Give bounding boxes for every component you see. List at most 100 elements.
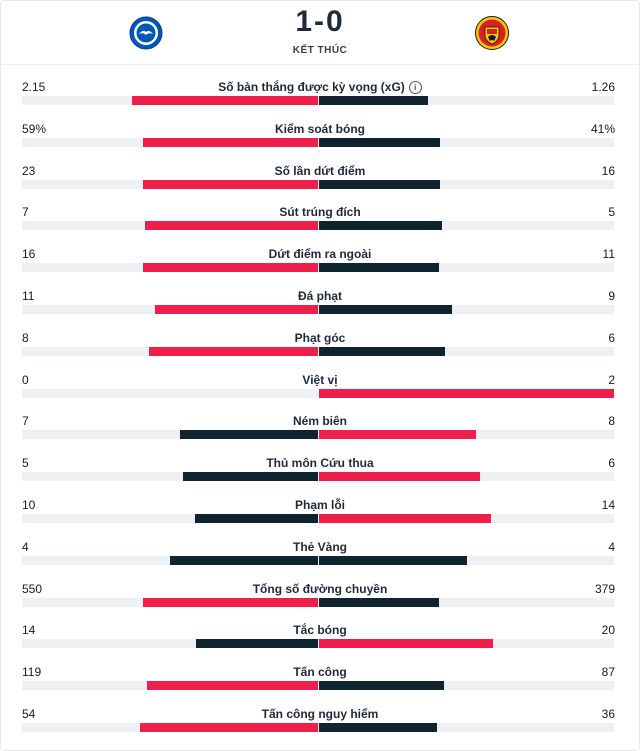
- stat-bar-track: [22, 304, 614, 314]
- away-stat-value: 41%: [590, 121, 615, 136]
- info-icon[interactable]: i: [408, 81, 422, 94]
- stat-label-text: Đá phạt: [297, 288, 342, 303]
- home-stat-value: 2.15: [22, 80, 46, 94]
- away-stat-value: 6: [608, 330, 615, 345]
- home-stat-value: 4: [22, 539, 29, 554]
- home-stat-value: 14: [22, 623, 36, 638]
- stat-row: 550 Tổng số đường chuyền 379: [0, 568, 640, 610]
- match-status: KẾT THÚC: [292, 45, 348, 56]
- away-stat-bar: [319, 263, 439, 273]
- home-stat-bar: [195, 513, 318, 523]
- away-stat-value: 87: [601, 665, 615, 680]
- away-stat-bar: [319, 722, 437, 732]
- header-divider: [0, 64, 640, 65]
- stat-row: 5 Thủ môn Cứu thua 6: [0, 442, 640, 484]
- away-stat-value: 379: [594, 581, 615, 596]
- stat-bar-track: [22, 722, 614, 732]
- away-stat-value: 1.26: [591, 80, 615, 94]
- home-stat-bar: [140, 722, 318, 732]
- stat-label-text: Thủ môn Cứu thua: [266, 456, 374, 471]
- stat-bar-track: [22, 430, 614, 440]
- stat-row: 2.15 Số bàn thắng được kỳ vọng (xG) i 1.26: [0, 66, 640, 108]
- away-stat-value: 5: [608, 205, 615, 220]
- stat-row: 23 Số lần dứt điểm 16: [0, 150, 640, 192]
- away-stat-value: 8: [608, 414, 615, 429]
- away-stat-bar: [319, 346, 445, 356]
- stat-row: 4 Thẻ Vàng 4: [0, 526, 640, 568]
- home-stat-value: 59%: [22, 121, 47, 136]
- home-stat-value: 11: [22, 288, 35, 303]
- stat-bar-track: [22, 346, 614, 356]
- home-stat-bar: [147, 681, 318, 691]
- away-stat-value: 16: [601, 163, 615, 178]
- home-stat-value: 16: [22, 247, 36, 262]
- stat-label-text: Việt vị: [302, 372, 338, 387]
- away-stat-bar: [319, 430, 476, 440]
- stat-bar-track: [22, 388, 614, 398]
- away-stat-bar: [319, 555, 467, 565]
- stat-label-text: Thẻ Vàng: [292, 539, 347, 554]
- away-stat-bar: [319, 472, 480, 482]
- stat-label: Ném biên: [120, 414, 520, 428]
- home-stat-bar: [145, 221, 318, 231]
- stat-label: Phạt góc: [120, 331, 520, 345]
- away-stat-value: 6: [608, 456, 615, 471]
- stat-bar-track: [22, 555, 614, 565]
- stat-label: Đá phạt: [120, 289, 520, 303]
- home-team-logo[interactable]: [128, 15, 164, 51]
- stat-label: Phạm lỗi: [120, 498, 520, 512]
- stat-row: 10 Phạm lỗi 14: [0, 484, 640, 526]
- home-stat-bar: [143, 597, 318, 607]
- home-stat-value: 10: [22, 497, 36, 512]
- stat-row: 11 Đá phạt 9: [0, 275, 640, 317]
- home-stat-value: 5: [22, 456, 29, 471]
- away-stat-value: 9: [608, 288, 615, 303]
- stat-label: Dứt điểm ra ngoài: [120, 247, 520, 261]
- stat-label-text: Số bàn thắng được kỳ vọng (xG): [218, 80, 405, 94]
- stat-bar-track: [22, 263, 614, 273]
- home-stat-value: 119: [22, 665, 42, 680]
- away-stat-bar: [319, 388, 614, 398]
- stat-row: 119 Tấn công 87: [0, 651, 640, 693]
- stat-label-text: Tắc bóng: [293, 623, 347, 638]
- home-stat-value: 54: [22, 706, 36, 721]
- stat-label: Tấn công nguy hiểm: [120, 707, 520, 721]
- away-stat-value: 2: [608, 372, 615, 387]
- brighton-crest-icon: [129, 16, 163, 50]
- home-stat-value: 7: [22, 205, 29, 220]
- stat-row: 8 Phạt góc 6: [0, 317, 640, 359]
- home-stat-bar: [132, 96, 318, 105]
- away-team-logo[interactable]: [474, 15, 510, 51]
- away-stat-value: 14: [601, 497, 615, 512]
- stat-label-text: Ném biên: [292, 414, 347, 429]
- home-stat-value: 7: [22, 414, 29, 429]
- away-stat-value: 36: [601, 706, 615, 721]
- stat-label: Tắc bóng: [120, 623, 520, 637]
- manchester-united-crest-icon: [475, 16, 509, 50]
- home-stat-bar: [196, 639, 318, 649]
- stat-row: 7 Ném biên 8: [0, 400, 640, 442]
- home-stat-bar: [183, 472, 318, 482]
- stat-bar-track: [22, 472, 614, 482]
- stat-row: 7 Sút trúng đích 5: [0, 191, 640, 233]
- away-stat-bar: [319, 639, 493, 649]
- stat-row: 14 Tắc bóng 20: [0, 609, 640, 651]
- stat-bar-track: [22, 639, 614, 649]
- away-stat-bar: [319, 597, 439, 607]
- stats-list: 2.15 Số bàn thắng được kỳ vọng (xG) i 1.26 5…: [0, 66, 640, 735]
- home-stat-bar: [143, 263, 318, 273]
- home-stat-bar: [180, 430, 318, 440]
- stat-label: Thủ môn Cứu thua: [120, 456, 520, 470]
- stat-bar-track: [22, 597, 614, 607]
- stat-label-text: Số lần dứt điểm: [274, 163, 366, 178]
- home-stat-value: 550: [22, 581, 43, 596]
- stat-bar-track: [22, 179, 614, 189]
- stat-bar-track: [22, 513, 614, 523]
- home-stat-value: 23: [22, 163, 36, 178]
- away-stat-bar: [319, 221, 442, 231]
- stat-label-text: Phạt góc: [294, 330, 346, 345]
- stat-row: 16 Dứt điểm ra ngoài 11: [0, 233, 640, 275]
- stat-label: Sút trúng đích: [120, 205, 520, 219]
- stat-bar-track: [22, 137, 614, 147]
- away-stat-bar: [319, 96, 428, 105]
